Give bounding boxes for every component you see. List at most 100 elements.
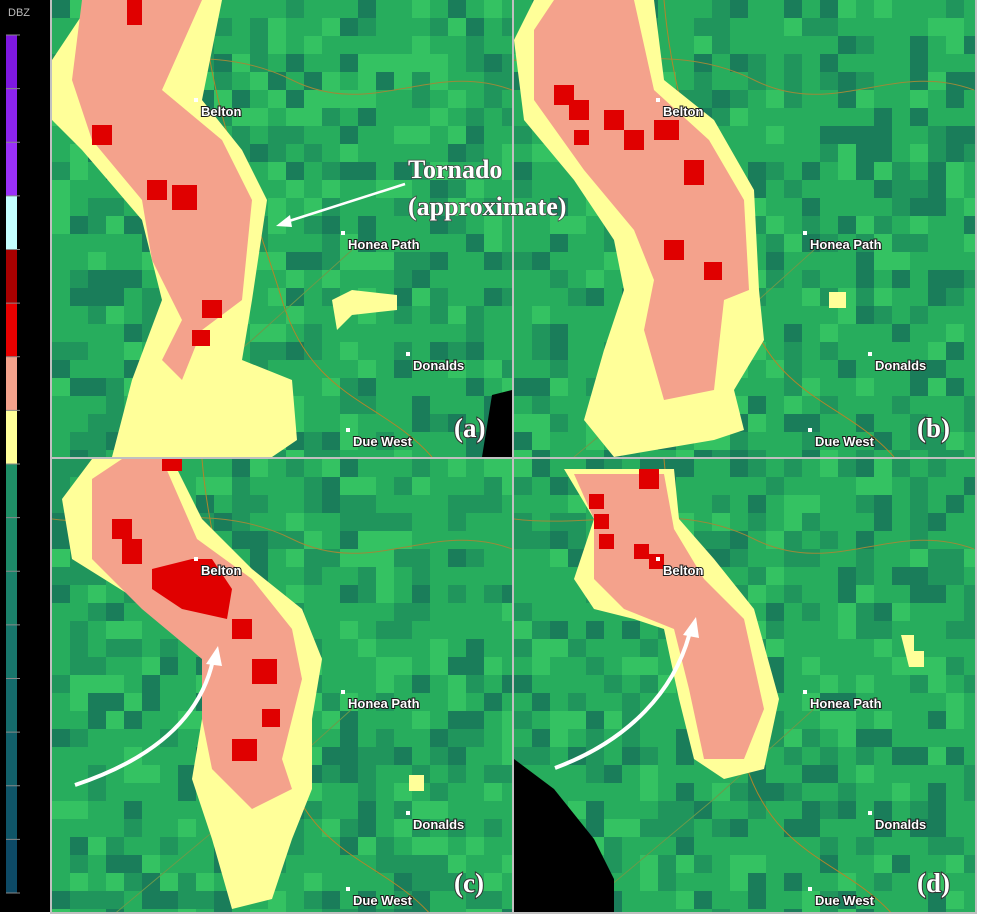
texture	[820, 234, 838, 252]
texture	[430, 198, 448, 216]
texture	[856, 477, 874, 495]
texture	[502, 360, 512, 378]
texture	[514, 531, 532, 549]
city-marker	[194, 557, 198, 561]
colorbar-tick-label: 70	[22, 129, 40, 146]
texture	[586, 801, 604, 819]
texture	[946, 837, 964, 855]
texture	[730, 54, 748, 72]
texture	[412, 909, 430, 912]
texture	[304, 432, 322, 450]
echo-50	[147, 180, 167, 200]
texture	[430, 162, 448, 180]
colorbar-segment	[6, 356, 17, 411]
texture	[802, 216, 820, 234]
texture	[52, 180, 70, 198]
city-label: Donalds	[875, 817, 926, 832]
echo-50	[684, 160, 704, 185]
texture	[802, 765, 820, 783]
texture	[874, 513, 892, 531]
texture	[946, 342, 964, 360]
texture	[910, 306, 928, 324]
texture	[268, 126, 286, 144]
texture	[820, 675, 838, 693]
texture	[286, 54, 304, 72]
texture	[712, 18, 730, 36]
texture	[430, 216, 448, 234]
texture	[124, 801, 142, 819]
city-marker	[808, 887, 812, 891]
texture	[892, 783, 910, 801]
texture	[820, 891, 838, 909]
texture	[838, 459, 856, 477]
panel-content	[52, 0, 512, 457]
texture	[502, 909, 512, 912]
texture	[448, 144, 466, 162]
texture	[484, 693, 502, 711]
texture	[286, 450, 304, 457]
texture	[52, 585, 70, 603]
texture	[52, 477, 70, 495]
texture	[784, 378, 802, 396]
texture	[268, 288, 286, 306]
texture	[946, 36, 964, 54]
texture	[52, 729, 70, 747]
texture	[748, 567, 766, 585]
texture	[430, 180, 448, 198]
texture	[340, 765, 358, 783]
texture	[694, 855, 712, 873]
texture	[322, 909, 340, 912]
texture	[394, 288, 412, 306]
city-label: Belton	[201, 563, 242, 578]
texture	[856, 450, 874, 457]
texture	[106, 216, 124, 234]
texture	[502, 855, 512, 873]
city-marker	[406, 352, 410, 356]
texture	[946, 450, 964, 457]
texture	[466, 126, 484, 144]
texture	[874, 180, 892, 198]
texture	[394, 306, 412, 324]
texture	[550, 639, 568, 657]
texture	[106, 873, 124, 891]
texture	[358, 216, 376, 234]
texture	[640, 747, 658, 765]
city-label: Belton	[201, 104, 242, 119]
colorbar-segment	[6, 517, 17, 572]
texture	[286, 306, 304, 324]
texture	[856, 675, 874, 693]
texture	[838, 711, 856, 729]
texture	[430, 342, 448, 360]
texture	[820, 909, 838, 912]
texture	[448, 711, 466, 729]
colorbar-segment	[6, 732, 17, 786]
panel-label: (c)	[454, 868, 484, 898]
colorbar-tick-label: 15	[22, 719, 40, 736]
texture	[502, 288, 512, 306]
texture	[784, 531, 802, 549]
texture	[70, 639, 88, 657]
texture	[322, 891, 340, 909]
texture	[604, 765, 622, 783]
texture	[448, 657, 466, 675]
texture	[394, 801, 412, 819]
texture	[622, 693, 640, 711]
texture	[928, 342, 946, 360]
texture	[874, 639, 892, 657]
texture	[730, 432, 748, 450]
texture	[160, 873, 178, 891]
texture	[484, 495, 502, 513]
texture	[676, 450, 694, 457]
texture	[532, 342, 550, 360]
texture	[88, 288, 106, 306]
arrow	[554, 631, 692, 770]
texture	[874, 495, 892, 513]
texture	[340, 342, 358, 360]
texture	[412, 270, 430, 288]
city-label: Donalds	[413, 817, 464, 832]
texture	[946, 18, 964, 36]
city-label: Due West	[353, 893, 413, 908]
texture	[106, 639, 124, 657]
texture	[142, 675, 160, 693]
